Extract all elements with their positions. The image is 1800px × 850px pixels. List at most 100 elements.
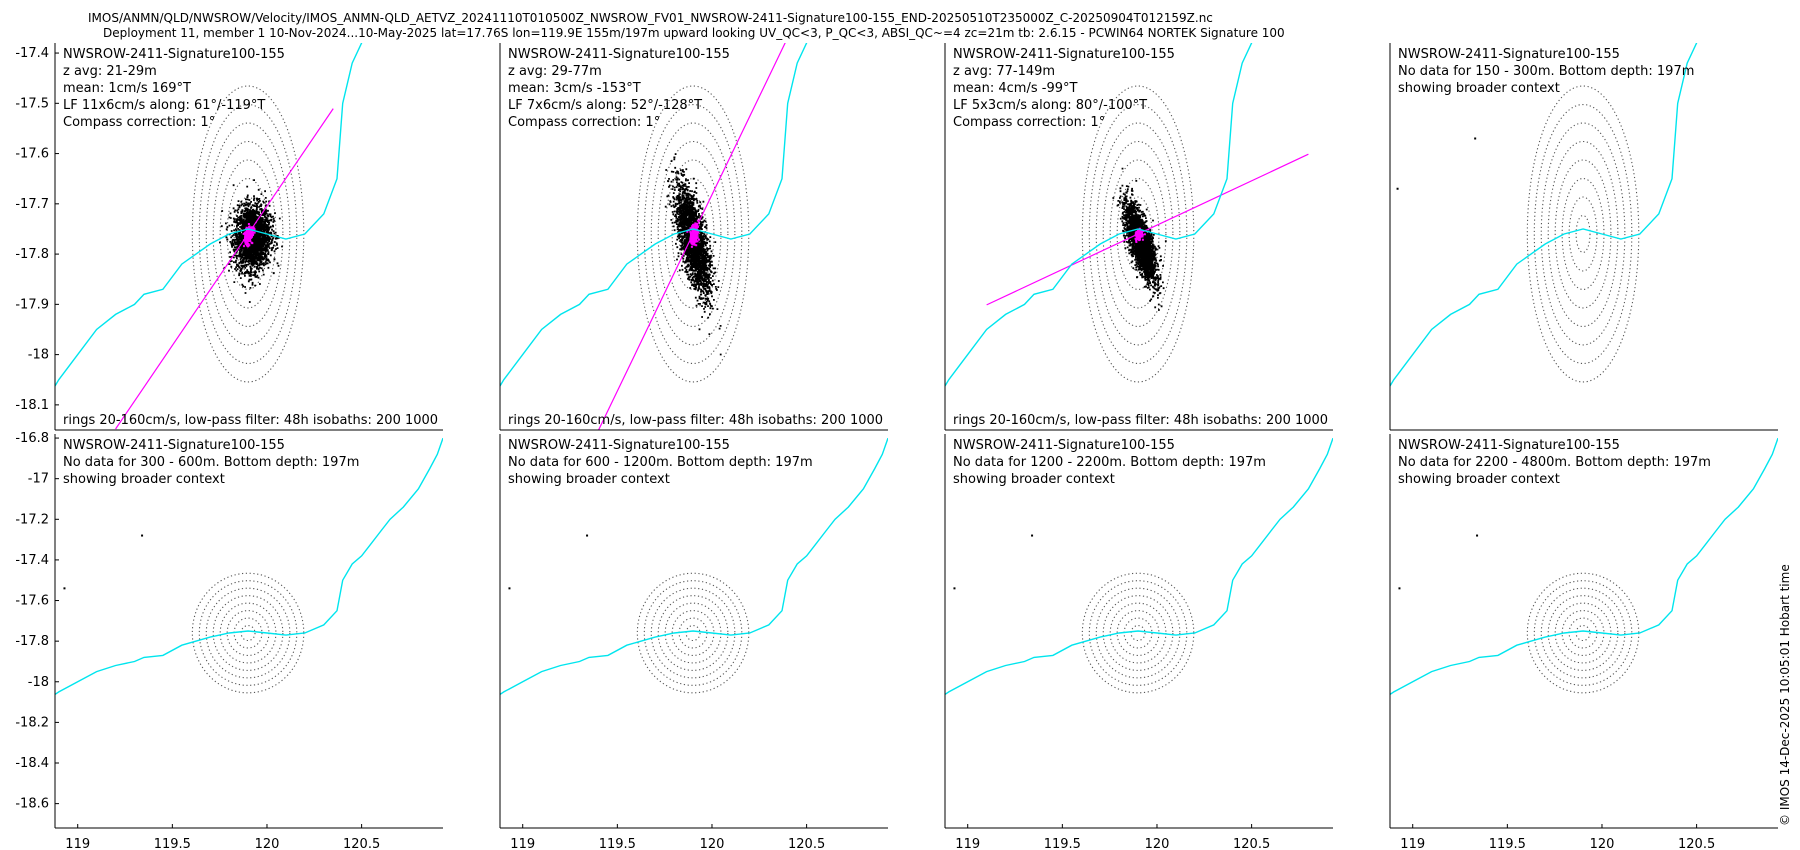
plot-area	[1390, 43, 1698, 388]
footnote-clip: rings 20-160cm/s, low-pass filter: 48h i…	[63, 413, 513, 428]
panel-footnote: rings 20-160cm/s, low-pass filter: 48h i…	[508, 413, 958, 428]
panel-title: NWSROW-2411-Signature100-155	[63, 47, 285, 62]
context-dot	[1398, 587, 1401, 590]
panel-footnote: rings 20-160cm/s, low-pass filter: 48h i…	[953, 413, 1403, 428]
speed-ring	[1533, 580, 1633, 686]
header-line-1: IMOS/ANMN/QLD/NWSROW/Velocity/IMOS_ANMN-…	[88, 11, 1213, 25]
x-tick-label: 119	[1400, 837, 1425, 850]
speed-ring	[1088, 580, 1188, 686]
context-dot	[1476, 534, 1479, 537]
panel-info-line: showing broader context	[953, 472, 1115, 487]
speed-ring	[198, 580, 298, 686]
plot-area	[945, 437, 1333, 696]
x-tick-label: 119	[65, 837, 90, 850]
panel-info-line: No data for 600 - 1200m. Bottom depth: 1…	[508, 455, 813, 470]
speed-ring	[1540, 122, 1626, 346]
context-dot	[63, 587, 66, 590]
x-tick-label: 119.5	[1489, 837, 1526, 850]
speed-ring	[219, 159, 277, 309]
y-tick-label: -18	[28, 348, 49, 363]
y-tick-label: -17.5	[15, 96, 49, 111]
y-tick-label: -17.8	[15, 634, 49, 649]
speed-ring	[1102, 140, 1174, 328]
speed-ring	[1526, 85, 1640, 383]
footnote-clip: rings 20-160cm/s, low-pass filter: 48h i…	[508, 413, 958, 428]
y-tick-label: -18.4	[15, 756, 49, 771]
isobath-200m-line	[500, 43, 808, 388]
isobath-200m-line	[945, 437, 1333, 696]
lowpass-scatter	[1134, 227, 1146, 243]
speed-ring	[1081, 572, 1195, 694]
speed-ring	[1554, 602, 1612, 664]
x-tick-label: 120.5	[1233, 837, 1270, 850]
panel-info-line: No data for 150 - 300m. Bottom depth: 19…	[1398, 64, 1694, 79]
x-tick-label: 119	[510, 837, 535, 850]
panel-info-line: Compass correction: 1°	[63, 115, 215, 130]
footnote-clip: rings 20-160cm/s, low-pass filter: 48h i…	[953, 413, 1403, 428]
context-dot	[1031, 534, 1034, 537]
x-tick-label: 120	[1590, 837, 1615, 850]
plot-area	[500, 437, 888, 696]
speed-ring	[1102, 595, 1174, 671]
panel-info-line: No data for 1200 - 2200m. Bottom depth: …	[953, 455, 1266, 470]
panel-info-line: mean: 1cm/s 169°T	[63, 81, 191, 96]
plot-area	[1390, 437, 1778, 696]
panel-info-line: showing broader context	[1398, 81, 1560, 96]
speed-ring	[1095, 122, 1181, 346]
speed-ring	[191, 572, 305, 694]
x-tick-label: 120	[255, 837, 280, 850]
speed-ring	[1540, 587, 1626, 679]
x-tick-label: 119.5	[1044, 837, 1081, 850]
speed-ring	[650, 587, 736, 679]
x-tick-label: 120.5	[343, 837, 380, 850]
panel-info-line: LF 11x6cm/s along: 61°/-119°T	[63, 98, 265, 113]
panel-info-line: z avg: 29-77m	[508, 64, 602, 79]
speed-ring	[650, 122, 736, 346]
isobath-200m-line	[55, 437, 443, 696]
y-tick-label: -18.2	[15, 715, 49, 730]
plot-area	[55, 437, 443, 696]
panel-info-line: showing broader context	[63, 472, 225, 487]
speed-ring	[1575, 625, 1591, 642]
y-tick-label: -18	[28, 675, 49, 690]
panel-footnote: rings 20-160cm/s, low-pass filter: 48h i…	[63, 413, 513, 428]
y-tick-label: -18.6	[15, 797, 49, 812]
panel-info-line: Compass correction: 1°	[508, 115, 660, 130]
x-tick-label: 120.5	[1678, 837, 1715, 850]
context-dot	[953, 587, 956, 590]
speed-ring	[1109, 159, 1167, 309]
speed-ring	[1568, 617, 1598, 649]
y-tick-label: -17.4	[15, 553, 49, 568]
speed-ring	[636, 572, 750, 694]
context-dot	[141, 534, 144, 537]
panel-info-line: mean: 3cm/s -153°T	[508, 81, 641, 96]
y-tick-label: -17.2	[15, 512, 49, 527]
panel-title: NWSROW-2411-Signature100-155	[953, 438, 1175, 453]
speed-ring	[1547, 140, 1619, 328]
y-tick-label: -17.6	[15, 594, 49, 609]
context-dot	[1396, 187, 1399, 190]
isobath-200m-line	[945, 43, 1253, 388]
panel-info-line: showing broader context	[1398, 472, 1560, 487]
panel-info-line: z avg: 21-29m	[63, 64, 157, 79]
isobath-200m-line	[500, 437, 888, 696]
speed-ring	[1575, 214, 1591, 254]
x-tick-label: 119.5	[154, 837, 191, 850]
speed-ring	[685, 625, 701, 642]
speed-ring	[1130, 625, 1146, 642]
isobath-200m-line	[1390, 43, 1698, 388]
panel-5: -16.8 -17 -17.2 -17.4 -17.6 -17.8 -18 -18.2 -18.…	[15, 431, 443, 850]
speed-ring	[1088, 103, 1188, 365]
y-tick-label: -17	[28, 472, 49, 487]
panel-info-line: No data for 300 - 600m. Bottom depth: 19…	[63, 455, 359, 470]
panel-info-line: mean: 4cm/s -99°T	[953, 81, 1077, 96]
panel-6: 119 119.5 120 120.5 NWSROW-2411-Signature100…	[499, 434, 888, 850]
speed-ring	[657, 595, 729, 671]
speed-ring	[233, 617, 263, 649]
speed-ring	[1095, 587, 1181, 679]
speed-ring	[212, 595, 284, 671]
panel-info-line: z avg: 77-149m	[953, 64, 1055, 79]
panel-title: NWSROW-2411-Signature100-155	[953, 47, 1175, 62]
context-dot	[1474, 137, 1477, 140]
